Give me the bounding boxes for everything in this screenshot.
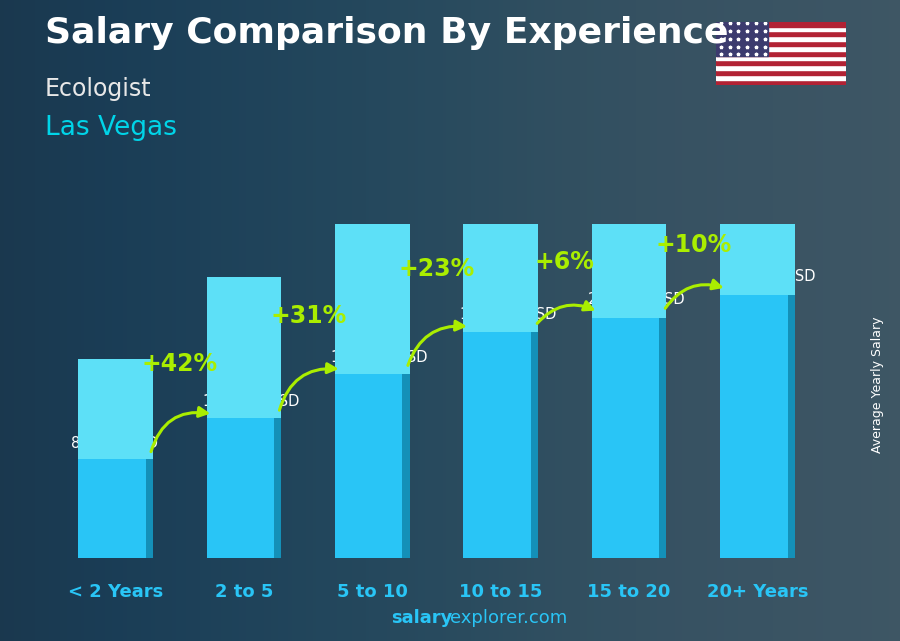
- Bar: [531, 329, 538, 558]
- Bar: [716, 37, 846, 41]
- Text: 86,900 USD: 86,900 USD: [71, 436, 158, 451]
- Bar: [402, 372, 410, 558]
- Text: 10 to 15: 10 to 15: [459, 583, 543, 601]
- Text: +10%: +10%: [655, 233, 732, 256]
- Text: 2 to 5: 2 to 5: [215, 583, 273, 601]
- Bar: [716, 60, 846, 65]
- Text: 20+ Years: 20+ Years: [706, 583, 808, 601]
- Bar: [716, 65, 846, 70]
- Bar: [716, 27, 846, 31]
- Text: Salary Comparison By Experience: Salary Comparison By Experience: [45, 16, 728, 50]
- Text: explorer.com: explorer.com: [450, 609, 567, 627]
- Text: 232,000 USD: 232,000 USD: [719, 269, 815, 284]
- Bar: [716, 51, 846, 56]
- Bar: [716, 75, 846, 79]
- Bar: [335, 188, 410, 374]
- Bar: [592, 314, 666, 558]
- Bar: [592, 74, 666, 318]
- Text: +23%: +23%: [399, 256, 474, 281]
- Text: +31%: +31%: [270, 304, 346, 328]
- Text: Las Vegas: Las Vegas: [45, 115, 177, 142]
- Bar: [464, 104, 538, 333]
- Text: Ecologist: Ecologist: [45, 77, 151, 101]
- Bar: [207, 277, 281, 419]
- Text: 162,000 USD: 162,000 USD: [331, 349, 428, 365]
- Bar: [720, 28, 795, 295]
- Bar: [274, 416, 281, 558]
- Bar: [146, 458, 153, 558]
- Text: 212,000 USD: 212,000 USD: [588, 292, 685, 307]
- Bar: [716, 79, 846, 85]
- Bar: [716, 31, 846, 37]
- Bar: [716, 46, 846, 51]
- Bar: [716, 56, 846, 60]
- Bar: [78, 360, 153, 460]
- Bar: [659, 314, 666, 558]
- Bar: [716, 22, 846, 27]
- Text: 199,000 USD: 199,000 USD: [460, 307, 556, 322]
- Bar: [720, 291, 795, 558]
- Text: 15 to 20: 15 to 20: [588, 583, 670, 601]
- Bar: [716, 70, 846, 75]
- Bar: [207, 416, 281, 558]
- Text: +6%: +6%: [535, 250, 595, 274]
- Bar: [335, 372, 410, 558]
- Bar: [78, 458, 153, 558]
- Bar: [788, 291, 795, 558]
- Bar: [464, 329, 538, 558]
- Text: salary: salary: [392, 609, 453, 627]
- Bar: [716, 22, 768, 56]
- Bar: [716, 41, 846, 46]
- Text: < 2 Years: < 2 Years: [68, 583, 163, 601]
- Text: 5 to 10: 5 to 10: [337, 583, 408, 601]
- Text: 123,000 USD: 123,000 USD: [202, 394, 300, 410]
- Text: Average Yearly Salary: Average Yearly Salary: [871, 317, 884, 453]
- Text: +42%: +42%: [141, 352, 218, 376]
